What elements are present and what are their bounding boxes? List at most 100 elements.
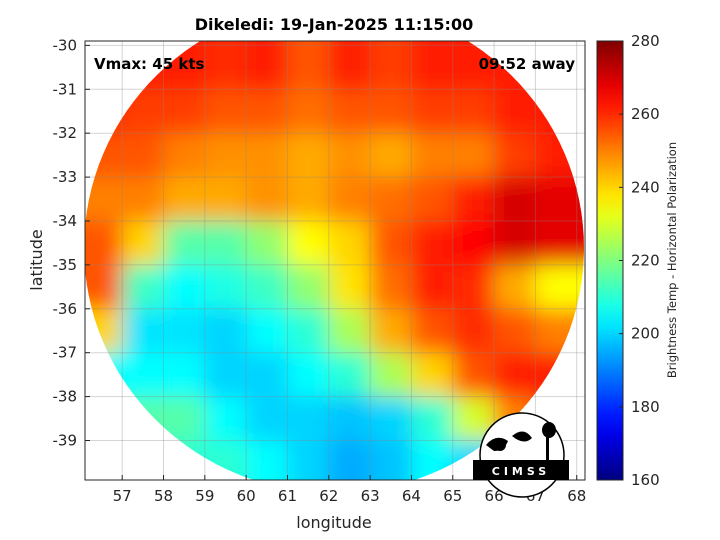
heatmap-cell <box>246 308 289 354</box>
heatmap-cell <box>411 133 454 179</box>
heatmap-cell <box>287 133 330 179</box>
heatmap-cell <box>122 308 165 354</box>
y-axis-label: latitude <box>27 229 46 290</box>
heatmap-cell <box>163 352 206 398</box>
heatmap-cell <box>204 89 248 135</box>
heatmap-cell <box>246 220 289 266</box>
x-tick-label: 58 <box>154 487 173 505</box>
heatmap-cell <box>246 440 289 480</box>
heatmap-cell <box>452 89 496 135</box>
heatmap-cell <box>494 352 537 398</box>
y-tick-label: -38 <box>53 388 78 406</box>
heatmap-cell <box>122 396 165 442</box>
heatmap-cell <box>494 133 537 179</box>
heatmap-cell <box>122 133 165 179</box>
y-tick-label: -35 <box>53 256 78 274</box>
heatmap-cell <box>370 308 413 354</box>
heatmap-cell <box>370 440 413 480</box>
heatmap-cell <box>411 41 454 91</box>
heatmap-cell <box>287 177 330 222</box>
heatmap-cell <box>535 220 584 266</box>
heatmap-cell <box>85 440 124 480</box>
colorbar-tick-label: 280 <box>631 32 660 50</box>
x-tick-label: 64 <box>402 487 421 505</box>
axes-box <box>84 40 586 481</box>
x-tick-label: 68 <box>567 487 586 505</box>
colorbar-tick-label: 160 <box>631 471 660 489</box>
x-tick-label: 65 <box>443 487 462 505</box>
colorbar-tick-label: 260 <box>631 105 660 123</box>
heatmap-cell <box>411 264 454 310</box>
heatmap-cell <box>328 352 372 398</box>
heatmap-cell <box>287 41 330 91</box>
heatmap-cell <box>370 133 413 179</box>
y-tick-label: -33 <box>53 168 78 186</box>
x-ticks: 57 58 59 60 61 62 63 64 65 66 67 68 <box>113 475 586 505</box>
heatmap-cell <box>85 264 124 310</box>
heatmap-cell <box>163 220 206 266</box>
heatmap-cell <box>411 396 454 442</box>
heatmap-cell <box>122 264 165 310</box>
cimss-logo: CIMSS <box>473 412 569 498</box>
y-tick-label: -30 <box>53 36 78 54</box>
colorbar-tick-label: 240 <box>631 178 660 196</box>
y-ticks: -30 -31 -32 -33 -34 -35 -36 -37 -38 -39 <box>53 36 90 449</box>
heatmap-cell <box>163 396 206 442</box>
heatmap-cell <box>494 264 537 310</box>
x-axis-label: longitude <box>296 513 371 532</box>
heatmap-cell <box>204 133 248 179</box>
heatmap-cell <box>370 352 413 398</box>
heatmap-cell <box>163 308 206 354</box>
heatmap-cell <box>246 89 289 135</box>
heatmap-cell <box>452 220 496 266</box>
heatmap-cell <box>328 308 372 354</box>
heatmap-cell <box>85 220 124 266</box>
x-tick-label: 62 <box>319 487 338 505</box>
time-away-annotation: 09:52 away <box>479 55 576 73</box>
y-tick-label: -37 <box>53 344 78 362</box>
heatmap-cell <box>204 41 248 91</box>
heatmap-cell <box>122 41 165 91</box>
logo-text: CIMSS <box>492 465 550 478</box>
heatmap-cell <box>204 308 248 354</box>
heatmap-cell <box>328 396 372 442</box>
heatmap-cell <box>287 308 330 354</box>
heatmap-cell <box>452 133 496 179</box>
heatmap-cell <box>370 41 413 91</box>
colorbar-tick-label: 180 <box>631 398 660 416</box>
heatmap-cell <box>287 220 330 266</box>
y-tick-label: -36 <box>53 300 78 318</box>
heatmap-cell <box>246 177 289 222</box>
heatmap-cell <box>452 352 496 398</box>
heatmap-cell <box>411 89 454 135</box>
heatmap-cell <box>287 89 330 135</box>
heatmap-cell <box>370 89 413 135</box>
x-tick-label: 63 <box>361 487 380 505</box>
heatmap-cell <box>452 177 496 222</box>
heatmap-cell <box>370 396 413 442</box>
heatmap-cell <box>328 133 372 179</box>
heatmap-cell <box>411 352 454 398</box>
colorbar-label: Brightness Temp - Horizontal Polarizatio… <box>665 142 679 378</box>
colorbar-tick-label: 200 <box>631 325 660 343</box>
heatmap-cell <box>163 89 206 135</box>
heatmap-cell <box>246 41 289 91</box>
heatmap-cell <box>287 264 330 310</box>
heatmap-cell <box>494 177 537 222</box>
heatmap-cell <box>328 220 372 266</box>
heatmap-cell <box>494 41 537 91</box>
heatmap-cell <box>287 396 330 442</box>
vmax-annotation: Vmax: 45 kts <box>94 55 204 73</box>
heatmap-cell <box>494 220 537 266</box>
heatmap-cell <box>204 177 248 222</box>
heatmap-cell <box>411 440 454 480</box>
heatmap-cell <box>494 89 537 135</box>
heatmap-cell <box>163 264 206 310</box>
heatmap-cell <box>122 177 165 222</box>
x-tick-label: 59 <box>195 487 214 505</box>
heatmap-cell <box>122 352 165 398</box>
heatmap-cell <box>287 440 330 480</box>
heatmap-cell <box>246 133 289 179</box>
heatmap-cell <box>163 177 206 222</box>
heatmap-cell <box>370 177 413 222</box>
